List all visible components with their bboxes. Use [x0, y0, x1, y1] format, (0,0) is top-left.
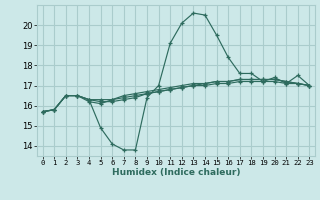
X-axis label: Humidex (Indice chaleur): Humidex (Indice chaleur)	[112, 168, 240, 177]
